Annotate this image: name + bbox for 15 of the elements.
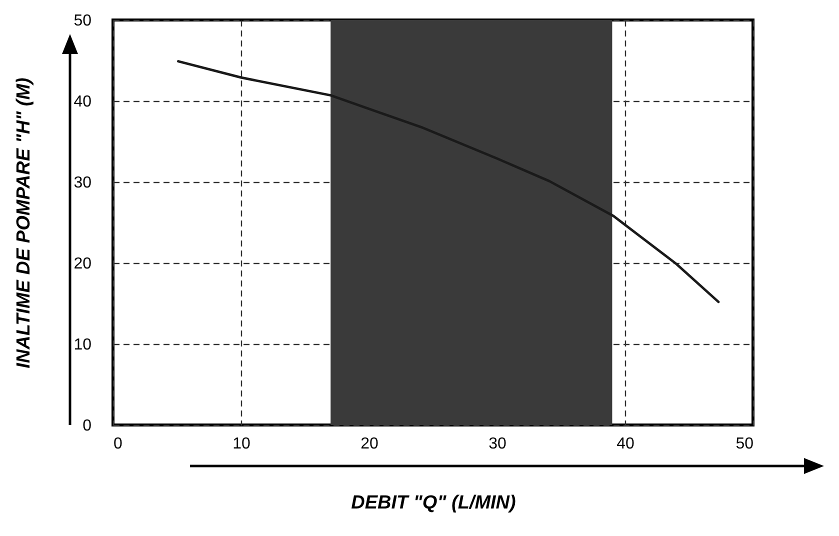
x-axis-title: DEBIT "Q" (L/MIN) [351, 492, 516, 514]
y-axis-title: INALTIME DE POMPARE "H" (M) [14, 78, 35, 368]
y-tick-label: 10 [74, 336, 92, 354]
y-tick-label: 40 [74, 94, 92, 110]
x-tick-label: 50 [736, 436, 754, 452]
y-tick-label: 30 [74, 174, 92, 192]
x-tick-label: 0 [114, 436, 122, 452]
y-tick-label: 50 [74, 12, 92, 30]
y-tick-label: 0 [82, 418, 92, 434]
y-tick-label: 20 [74, 256, 92, 272]
line-series [177, 60, 720, 304]
x-tick-label: 40 [616, 436, 634, 452]
x-tick-label: 30 [488, 436, 506, 452]
x-tick-label: 20 [360, 436, 378, 452]
x-tick-label: 10 [232, 436, 250, 452]
